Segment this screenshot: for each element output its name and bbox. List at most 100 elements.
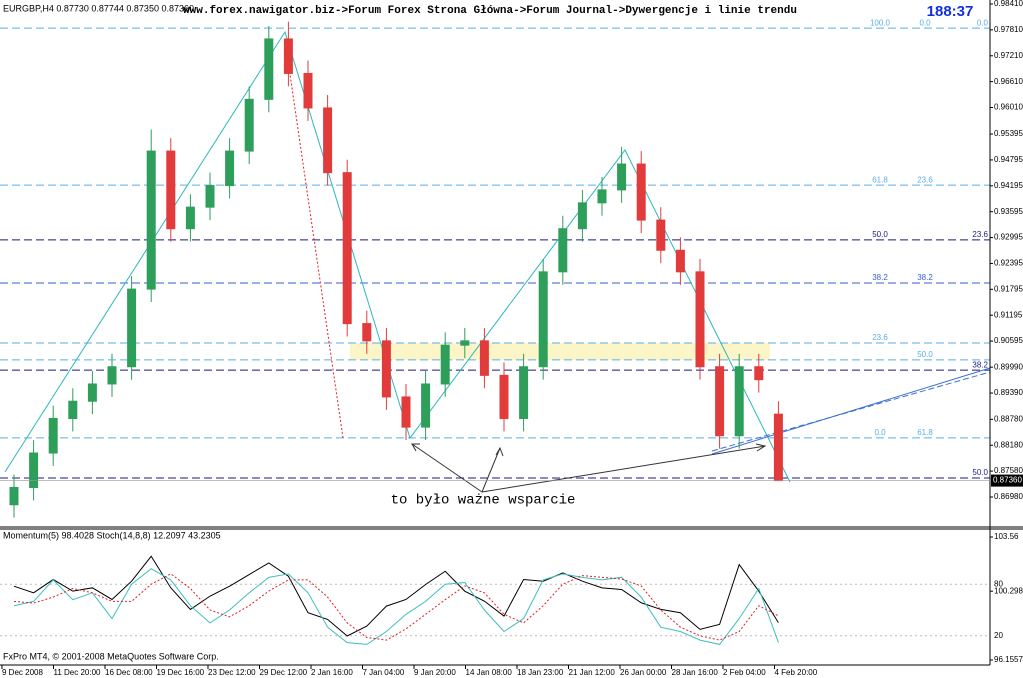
fib-label: 0.0 [919, 18, 931, 27]
arrow-head [495, 446, 504, 457]
y-tick-label: 0.97210 [994, 51, 1023, 60]
x-tick-label: 19 Dec 16:00 [157, 668, 205, 677]
symbol-info: EURGBP,H4 0.87730 0.87744 0.87350 0.8736… [3, 3, 194, 13]
fib-label: 38.2 [872, 273, 888, 282]
candle-body [342, 172, 352, 325]
y-tick-label: 0.91795 [994, 284, 1023, 293]
x-tick-label: 11 Dec 20:00 [54, 668, 102, 677]
candle-body [381, 340, 391, 398]
candle-body [617, 163, 627, 191]
indicator-line [13, 568, 779, 645]
candle-body [264, 38, 274, 100]
candle-body [362, 323, 372, 342]
candle-body [479, 340, 489, 376]
fib-label: 61.8 [917, 428, 933, 437]
timer: 188:37 [927, 3, 974, 20]
x-tick-label: 7 Jan 04:00 [363, 668, 405, 677]
candle-body [107, 366, 117, 385]
candle-body [29, 452, 39, 488]
trend-line [284, 39, 344, 439]
y-tick-label: 0.94195 [994, 181, 1023, 190]
y-tick-label: 0.94795 [994, 155, 1023, 164]
x-tick-label: 28 Jan 16:00 [672, 668, 719, 677]
y-tick-label: 0.96010 [994, 103, 1023, 112]
y-tick-label: 96.1557 [994, 655, 1023, 664]
y-tick-label: 0.88180 [994, 440, 1023, 449]
candle-body [519, 366, 529, 419]
footer: FxPro MT4, © 2001-2008 MetaQuotes Softwa… [3, 651, 219, 661]
candle-body [460, 340, 470, 346]
arrow [411, 443, 483, 493]
y-tick-label: 0.88780 [994, 414, 1023, 423]
candle-body [695, 271, 705, 368]
fib-label: 100.0 [870, 18, 891, 27]
candle-body [715, 366, 725, 437]
candle-body [538, 271, 548, 368]
current-price-label: 0.87360 [993, 476, 1022, 485]
y-tick-label: 103.56 [994, 532, 1019, 541]
current-price-box [991, 474, 1023, 487]
candle-body [656, 219, 666, 251]
x-tick-label: 16 Dec 08:00 [105, 668, 153, 677]
x-tick-label: 23 Dec 12:00 [208, 668, 256, 677]
candle-body [9, 486, 19, 506]
fib-label: 38.2 [917, 273, 933, 282]
y-tick-label: 100.2988 [994, 586, 1023, 595]
y-tick-label: 0.90595 [994, 336, 1023, 345]
candle-body [185, 206, 195, 230]
x-tick-label: 26 Jan 00:00 [620, 668, 667, 677]
fib-label: 61.8 [872, 175, 888, 184]
y-tick-label: 0.89390 [994, 388, 1023, 397]
candle-body [146, 150, 156, 290]
y-tick-label: 20 [994, 631, 1003, 640]
indicator-title: Momentum(5) 98.4028 Stoch(14,8,8) 12.209… [3, 530, 221, 540]
x-tick-label: 2 Feb 04:00 [723, 668, 766, 677]
annotation: to było ważne wsparcie [391, 493, 576, 509]
candle-body [754, 366, 764, 381]
candle-body [205, 185, 215, 208]
y-tick-label: 0.86980 [994, 492, 1023, 501]
candle-body [127, 288, 137, 368]
y-tick-label: 0.95395 [994, 129, 1023, 138]
arrow [481, 447, 501, 493]
y-tick-label: 80 [994, 579, 1003, 588]
x-tick-label: 18 Jan 23:00 [517, 668, 564, 677]
candle-body [421, 383, 431, 428]
candle-body [68, 400, 78, 419]
fib-label: 50.0 [972, 468, 988, 477]
y-tick-label: 0.98410 [994, 0, 1023, 8]
trend-line [711, 371, 991, 452]
candle-body [499, 374, 509, 419]
arrow-head [755, 443, 767, 452]
fib-label: 23.6 [917, 175, 933, 184]
indicator-pane: 96.1557 100.2988 103.56 20 80 [0, 532, 1023, 664]
arrow [481, 445, 766, 493]
indicator-line [13, 555, 779, 637]
fib-label: 23.6 [872, 333, 888, 342]
y-tick-label: 0.96610 [994, 77, 1023, 86]
y-tick-label: 0.92395 [994, 259, 1023, 268]
candle-body [734, 366, 744, 437]
candle-body [225, 150, 235, 187]
x-tick-label: 9 Dec 2008 [2, 668, 43, 677]
x-tick-label: 14 Jan 08:00 [466, 668, 513, 677]
candle-body [597, 189, 607, 204]
y-tick-label: 0.93595 [994, 207, 1023, 216]
x-tick-label: 9 Jan 20:00 [414, 668, 456, 677]
candle-body [48, 417, 58, 454]
chart-title: www.forex.nawigator.biz->Forum Forex Str… [183, 5, 797, 17]
y-tick-label: 0.97810 [994, 25, 1023, 34]
fib-label: 0.0 [874, 428, 886, 437]
candles [9, 21, 783, 518]
candle-body [558, 228, 568, 273]
x-tick-label: 2 Jan 16:00 [311, 668, 353, 677]
candle-body [87, 383, 97, 402]
x-tick-label: 4 Feb 20:00 [775, 668, 818, 677]
x-tick-label: 21 Jan 12:00 [569, 668, 616, 677]
y-tick-label: 0.91195 [994, 310, 1023, 319]
candle-body [166, 150, 176, 230]
candle-body [244, 98, 254, 152]
candle-body [577, 202, 587, 230]
